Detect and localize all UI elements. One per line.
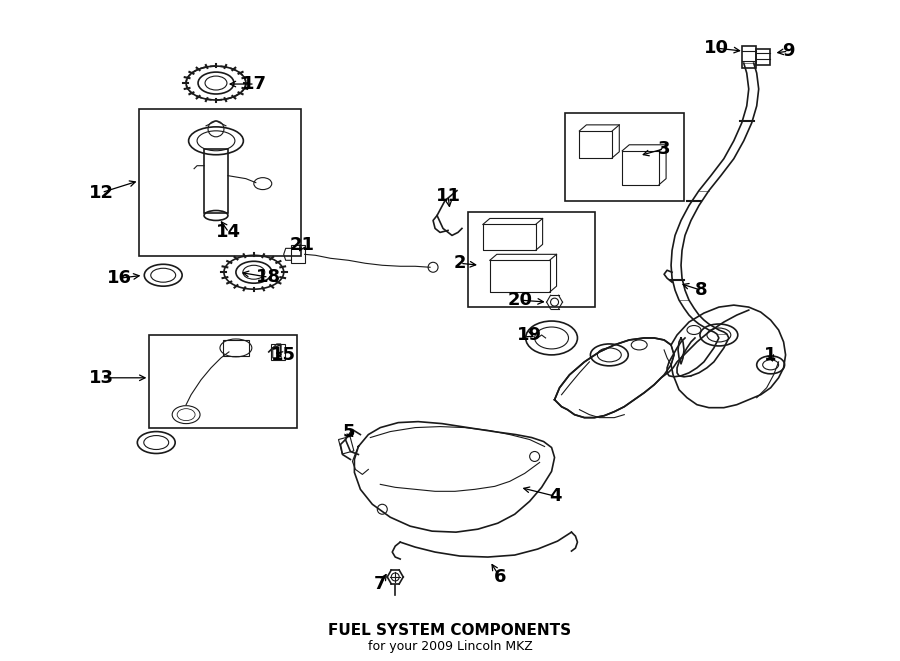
Text: 8: 8 — [695, 281, 707, 299]
Bar — [564, 113, 684, 200]
Bar — [271, 344, 284, 360]
Text: 14: 14 — [216, 223, 241, 241]
Text: 7: 7 — [374, 575, 386, 593]
Text: 16: 16 — [107, 269, 132, 288]
Text: 13: 13 — [89, 369, 114, 387]
Bar — [149, 335, 297, 428]
Text: 5: 5 — [342, 422, 355, 441]
Text: 18: 18 — [256, 268, 282, 286]
Text: 12: 12 — [89, 184, 114, 202]
Text: 19: 19 — [518, 326, 542, 344]
Text: 2: 2 — [454, 254, 466, 272]
Bar — [204, 149, 228, 214]
Text: 15: 15 — [271, 346, 296, 364]
Bar — [338, 436, 354, 454]
Text: 21: 21 — [290, 237, 315, 254]
Text: 9: 9 — [782, 42, 795, 60]
Text: 11: 11 — [436, 186, 461, 204]
Text: 4: 4 — [549, 487, 562, 505]
Text: 1: 1 — [764, 346, 777, 364]
Text: 3: 3 — [658, 139, 670, 158]
Text: 10: 10 — [705, 39, 729, 58]
Bar — [223, 340, 248, 356]
Text: FUEL SYSTEM COMPONENTS: FUEL SYSTEM COMPONENTS — [328, 623, 572, 639]
Text: 17: 17 — [242, 75, 267, 93]
Bar — [140, 109, 301, 256]
Bar — [468, 212, 596, 307]
Bar — [756, 49, 770, 65]
Text: for your 2009 Lincoln MKZ: for your 2009 Lincoln MKZ — [367, 640, 533, 653]
Text: 6: 6 — [493, 568, 506, 586]
Bar — [742, 46, 756, 68]
Bar — [291, 245, 304, 263]
Text: 20: 20 — [508, 291, 532, 309]
